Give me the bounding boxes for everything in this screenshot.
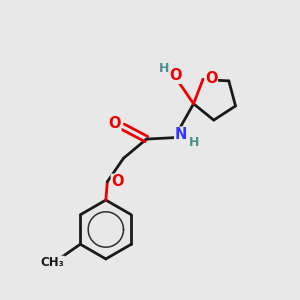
Text: H: H xyxy=(188,136,199,148)
Text: O: O xyxy=(170,68,182,83)
Text: O: O xyxy=(205,70,217,86)
Text: O: O xyxy=(108,116,121,131)
Text: H: H xyxy=(159,62,169,75)
Text: N: N xyxy=(175,127,187,142)
Text: CH₃: CH₃ xyxy=(40,256,64,269)
Text: O: O xyxy=(111,174,124,189)
